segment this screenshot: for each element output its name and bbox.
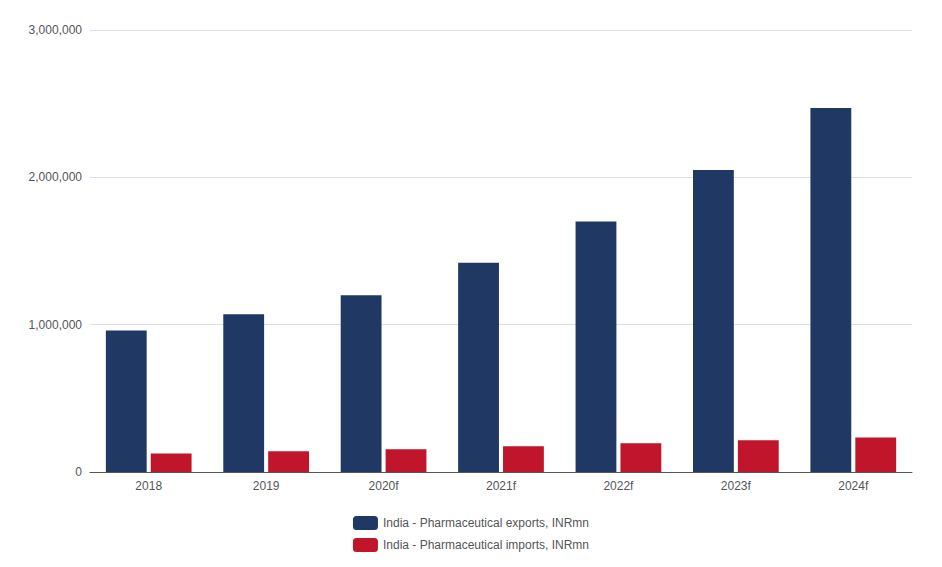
svg-text:0: 0 (75, 465, 82, 479)
svg-text:2024f: 2024f (838, 479, 869, 493)
svg-text:2023f: 2023f (721, 479, 752, 493)
svg-text:2022f: 2022f (603, 479, 634, 493)
svg-text:2,000,000: 2,000,000 (29, 170, 83, 184)
svg-text:India - Pharmaceutical exports: India - Pharmaceutical exports, INRmn (383, 516, 589, 530)
svg-text:2018: 2018 (135, 479, 162, 493)
svg-text:2019: 2019 (253, 479, 280, 493)
svg-text:2021f: 2021f (486, 479, 517, 493)
svg-text:India - Pharmaceutical imports: India - Pharmaceutical imports, INRmn (383, 538, 589, 552)
svg-text:2020f: 2020f (369, 479, 400, 493)
svg-text:1,000,000: 1,000,000 (29, 318, 83, 332)
svg-text:3,000,000: 3,000,000 (29, 23, 83, 37)
